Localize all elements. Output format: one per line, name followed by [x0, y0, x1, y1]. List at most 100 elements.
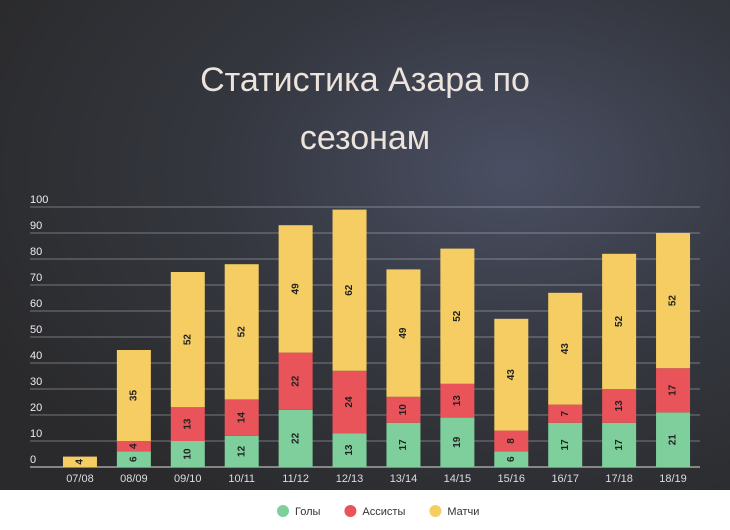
x-tick-label: 09/10 [174, 473, 202, 485]
x-tick-label: 13/14 [390, 473, 418, 485]
value-label: 35 [129, 390, 140, 402]
x-tick-label: 07/08 [66, 473, 94, 485]
bar-segment [548, 422, 583, 467]
value-label: 22 [290, 432, 301, 444]
x-tick-label: 15/16 [498, 473, 526, 485]
x-tick-label: 11/12 [282, 473, 309, 485]
bar-segment [224, 264, 259, 400]
legend-swatch [277, 505, 289, 517]
value-label: 10 [182, 448, 193, 460]
bar-segment [440, 383, 475, 418]
value-label: 8 [506, 438, 517, 444]
y-tick-label: 0 [30, 454, 36, 466]
value-label: 43 [560, 343, 571, 355]
bar-segment [62, 456, 97, 467]
value-label: 13 [614, 400, 625, 412]
bar-segment [278, 409, 313, 467]
value-label: 4 [129, 443, 140, 449]
legend-swatch [429, 505, 442, 517]
x-tick-label: 16/17 [551, 473, 579, 485]
bar-segment [494, 318, 529, 431]
bar-segment [656, 412, 691, 467]
value-label: 49 [398, 327, 409, 339]
bar-segment [332, 370, 367, 434]
value-label: 52 [236, 326, 247, 338]
value-label: 17 [668, 384, 679, 396]
value-label: 4 [75, 459, 86, 465]
value-label: 52 [668, 295, 679, 307]
value-label: 19 [452, 436, 463, 448]
y-tick-label: 70 [30, 272, 42, 284]
y-tick-label: 50 [30, 324, 42, 336]
legend-label: Матчи [447, 506, 479, 518]
bar-segment [170, 272, 205, 408]
y-tick-label: 90 [30, 220, 42, 232]
bar-segment [548, 404, 583, 423]
value-label: 13 [452, 395, 463, 407]
bar-segment [440, 248, 475, 384]
value-label: 52 [182, 334, 193, 346]
bar-segment [278, 225, 313, 353]
chart-title: Статистика Азара по [200, 61, 530, 99]
y-tick-label: 20 [30, 402, 42, 414]
bar-segment [386, 422, 421, 467]
chart-title: сезонам [300, 119, 430, 157]
bar-segment [548, 292, 583, 405]
bar-segment [602, 253, 637, 389]
value-label: 62 [344, 284, 355, 296]
value-label: 24 [344, 396, 355, 408]
x-tick-label: 08/09 [120, 473, 148, 485]
value-label: 6 [129, 456, 140, 462]
bar-segment [224, 435, 259, 467]
y-tick-label: 10 [30, 428, 42, 440]
y-tick-label: 80 [30, 246, 42, 258]
value-label: 17 [614, 439, 625, 451]
bar-segment [386, 269, 421, 397]
value-label: 6 [506, 456, 517, 462]
y-tick-label: 40 [30, 350, 42, 362]
x-tick-label: 14/15 [444, 473, 472, 485]
legend-label: Ассисты [362, 506, 405, 518]
value-label: 22 [290, 375, 301, 387]
value-label: 21 [668, 434, 679, 446]
value-label: 12 [236, 445, 247, 457]
bar-segment [656, 233, 691, 369]
x-tick-label: 10/11 [228, 473, 255, 485]
bar-segment [602, 422, 637, 467]
value-label: 17 [398, 439, 409, 451]
value-label: 52 [452, 310, 463, 322]
value-label: 10 [398, 404, 409, 416]
bar-segment [332, 209, 367, 371]
value-label: 14 [236, 412, 247, 424]
bar-segment [386, 396, 421, 423]
bar-segment [224, 399, 259, 436]
value-label: 52 [614, 315, 625, 327]
bar-segment [170, 407, 205, 441]
legend-swatch [344, 505, 357, 517]
value-label: 13 [344, 444, 355, 456]
value-label: 49 [290, 283, 301, 295]
x-tick-label: 18/19 [659, 473, 687, 485]
y-tick-label: 30 [30, 376, 42, 388]
legend-background [0, 490, 730, 530]
y-tick-label: 60 [30, 298, 42, 310]
bar-segment [278, 352, 313, 410]
bar-segment [494, 430, 529, 452]
bar-segment [116, 441, 151, 452]
y-tick-label: 100 [30, 194, 48, 206]
bar-segment [602, 389, 637, 423]
bar-segment [170, 441, 205, 467]
bar-segment [116, 451, 151, 467]
bar-segment [440, 417, 475, 467]
value-label: 7 [560, 410, 571, 416]
value-label: 13 [182, 418, 193, 430]
value-label: 17 [560, 439, 571, 451]
x-tick-label: 12/13 [336, 473, 364, 485]
x-tick-label: 17/18 [605, 473, 633, 485]
value-label: 43 [506, 369, 517, 381]
bar-segment [494, 451, 529, 467]
legend-label: Голы [295, 506, 321, 518]
bar-segment [656, 368, 691, 413]
bar-segment [332, 433, 367, 467]
